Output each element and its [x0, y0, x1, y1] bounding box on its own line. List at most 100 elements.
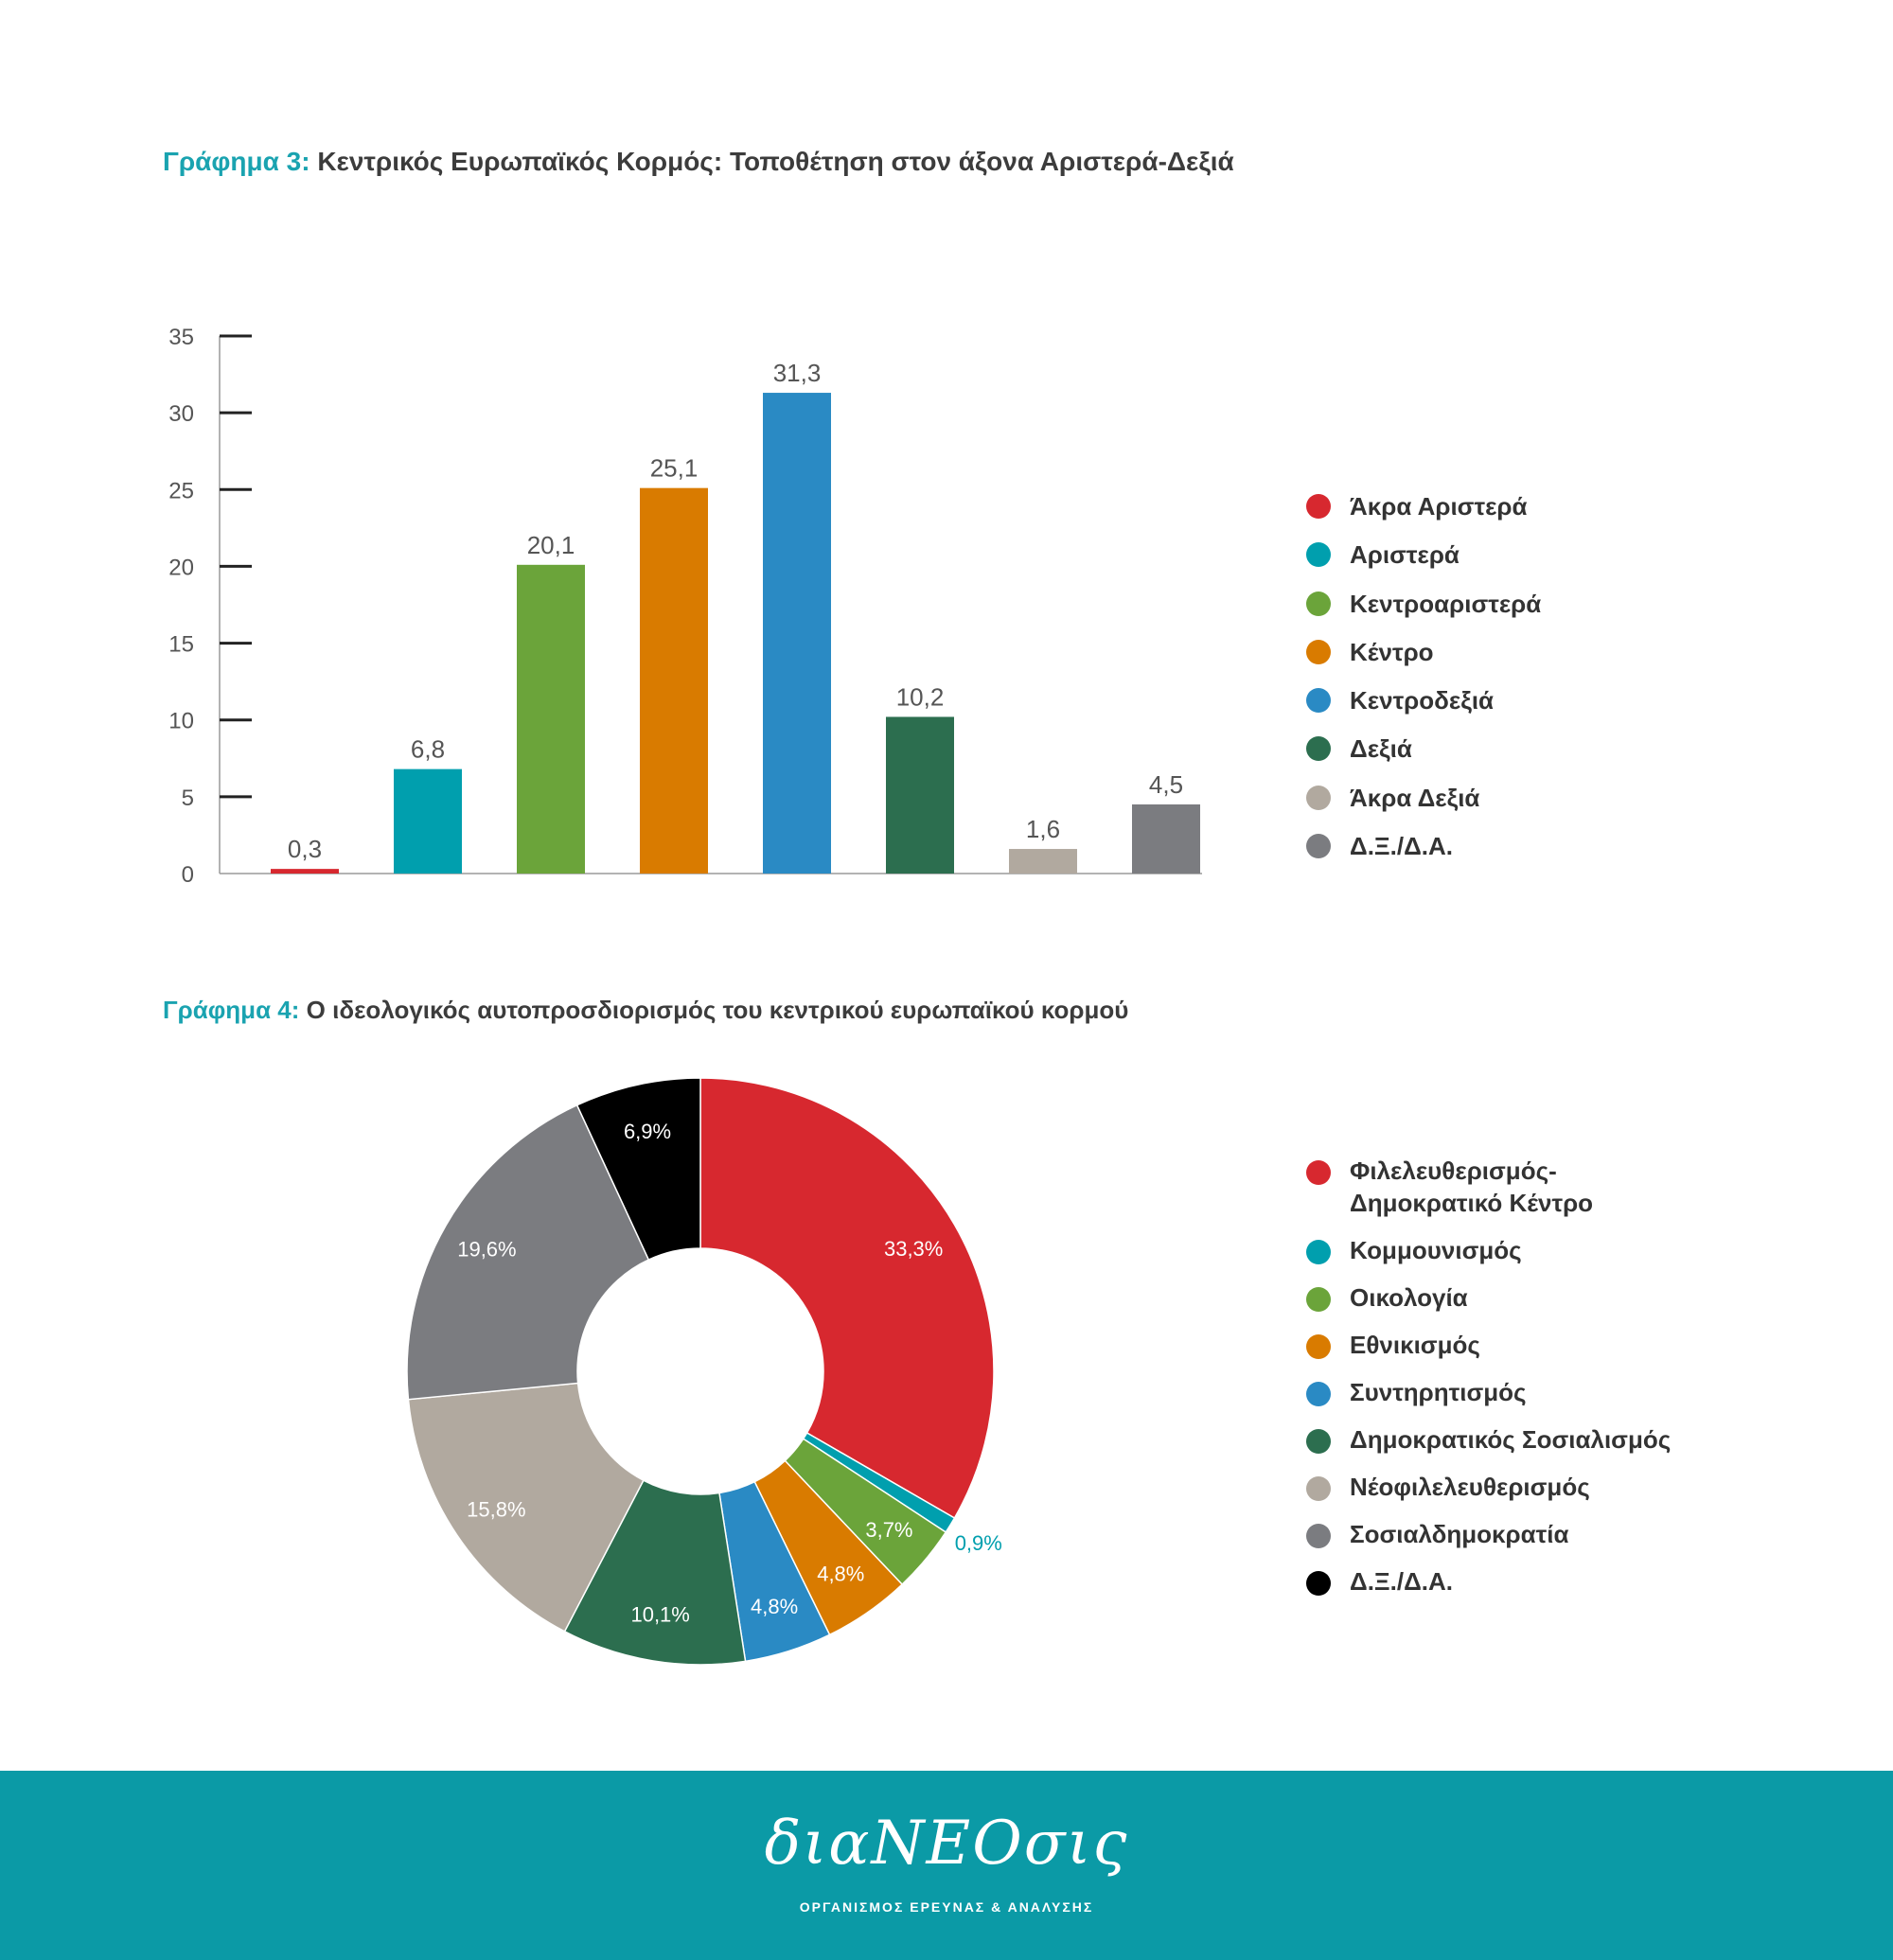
legend-item: Δημοκρατικός Σοσιαλισμός: [1306, 1423, 1671, 1456]
bar: [886, 716, 954, 874]
legend-item: Κέντρο: [1306, 634, 1541, 682]
legend-swatch: [1306, 834, 1331, 859]
bar-chart-legend: Άκρα Αριστερά Αριστερά Κεντροαριστερά Κέντρ…: [1306, 488, 1541, 876]
chart4-title-prefix: Γράφημα 4:: [163, 996, 300, 1024]
legend-swatch: [1306, 591, 1331, 616]
legend-label: Αριστερά: [1350, 540, 1460, 570]
legend-label: Εθνικισμός: [1350, 1331, 1480, 1359]
legend-label: Οικολογία: [1350, 1283, 1468, 1312]
legend-swatch: [1306, 1524, 1331, 1548]
legend-swatch: [1306, 1429, 1331, 1454]
bar-value-label: 25,1: [650, 454, 699, 483]
chart3-title-prefix: Γράφημα 3:: [163, 147, 310, 176]
legend-label: Κομμουνισμός: [1350, 1236, 1522, 1264]
y-tick-label: 5: [182, 786, 194, 811]
legend-swatch: [1306, 1334, 1331, 1359]
legend-swatch: [1306, 1571, 1331, 1596]
legend-label: Κεντροαριστερά: [1350, 589, 1542, 618]
slice-value-label: 0,9%: [955, 1531, 1002, 1555]
legend-item: Κομμουνισμός: [1306, 1234, 1671, 1266]
legend-item: Φιλελευθερισμός- Δημοκρατικό Κέντρο: [1306, 1155, 1671, 1219]
footer-bar: διαΝΕΟσις ΟΡΓΑΝΙΣΜΟΣ ΕΡΕΥΝΑΣ & ΑΝΑΛΥΣΗΣ: [0, 1771, 1893, 1960]
legend-swatch: [1306, 736, 1331, 762]
legend-label: Άκρα Δεξιά: [1350, 783, 1480, 812]
legend-swatch: [1306, 785, 1331, 810]
chart4-title: Γράφημα 4: Ο ιδεολογικός αυτοπροσδιορισμ…: [163, 996, 1128, 1025]
legend-item: Δ.Ξ./Δ.Α.: [1306, 1565, 1671, 1598]
bar-value-label: 1,6: [1026, 815, 1060, 843]
bar-value-label: 0,3: [288, 835, 322, 863]
chart3-title-text: Κεντρικός Ευρωπαϊκός Κορμός: Τοποθέτηση …: [317, 147, 1234, 176]
y-tick-label: 35: [168, 325, 194, 350]
legend-item: Δεξιά: [1306, 731, 1541, 779]
legend-label: Δημοκρατικός Σοσιαλισμός: [1350, 1425, 1672, 1454]
bar-value-label: 10,2: [896, 682, 945, 711]
donut-slice: [563, 1479, 747, 1666]
legend-swatch: [1306, 494, 1331, 519]
y-tick-label: 25: [168, 478, 194, 503]
legend-swatch: [1306, 1287, 1331, 1312]
bar: [517, 564, 585, 874]
legend-label: Δ.Ξ./Δ.Α.: [1350, 832, 1454, 861]
legend-label: Κεντροδεξιά: [1350, 686, 1495, 715]
slice-value-label: 19,6%: [457, 1238, 516, 1262]
slice-value-label: 33,3%: [884, 1237, 943, 1261]
bar: [640, 487, 708, 874]
donut-chart-legend: Φιλελευθερισμός- Δημοκρατικό Κέντρο Κομμο…: [1306, 1155, 1671, 1613]
bar: [394, 768, 462, 874]
bar-chart: 0 5 10 15 20 25 30 35 0,3 6,8 20,1 25,1 31,3 10,2 1,6 4…: [168, 325, 1202, 888]
legend-label: Συντηρητισμός: [1350, 1378, 1527, 1406]
legend-item: Δ.Ξ./Δ.Α.: [1306, 828, 1541, 876]
legend-item: Νέοφιλελευθερισμός: [1306, 1471, 1671, 1503]
bar-value-label: 4,5: [1149, 770, 1183, 799]
legend-swatch: [1306, 1382, 1331, 1406]
dianeosis-logo: διαΝΕΟσις: [764, 1809, 1129, 1879]
legend-label: Κέντρο: [1350, 637, 1434, 666]
slice-value-label: 4,8%: [751, 1595, 798, 1618]
legend-item: Εθνικισμός: [1306, 1329, 1671, 1361]
legend-item: Κεντροαριστερά: [1306, 586, 1541, 634]
bar-value-label: 31,3: [773, 359, 822, 387]
chart3-title: Γράφημα 3: Κεντρικός Ευρωπαϊκός Κορμός: …: [163, 147, 1234, 177]
donut-slice: [407, 1382, 645, 1633]
legend-label: Δεξιά: [1350, 734, 1412, 764]
donut-chart: 33,3%0,9%3,7%4,8%4,8%10,1%15,8%19,6%6,9%: [406, 1077, 1002, 1666]
y-tick-label: 10: [168, 709, 194, 734]
donut-slice: [699, 1077, 995, 1520]
slice-value-label: 4,8%: [817, 1563, 864, 1586]
legend-item: Άκρα Αριστερά: [1306, 488, 1541, 537]
donut-slice: [575, 1077, 701, 1262]
y-tick-label: 20: [168, 555, 194, 580]
legend-swatch: [1306, 1476, 1331, 1501]
legend-label: Φιλελευθερισμός- Δημοκρατικό Κέντρο: [1350, 1157, 1594, 1217]
bar-value-label: 20,1: [527, 531, 575, 559]
bar: [763, 393, 831, 874]
slice-value-label: 3,7%: [865, 1518, 912, 1542]
bar: [271, 869, 339, 874]
footer-tagline: ΟΡΓΑΝΙΣΜΟΣ ΕΡΕΥΝΑΣ & ΑΝΑΛΥΣΗΣ: [799, 1899, 1094, 1915]
legend-label: Δ.Ξ./Δ.Α.: [1350, 1567, 1454, 1596]
legend-swatch: [1306, 688, 1331, 714]
bar-value-label: 6,8: [411, 735, 445, 764]
y-tick-label: 15: [168, 632, 194, 658]
legend-swatch: [1306, 542, 1331, 568]
y-tick-label: 0: [182, 862, 194, 888]
legend-item: Αριστερά: [1306, 537, 1541, 585]
bar: [1009, 849, 1077, 874]
legend-item: Οικολογία: [1306, 1281, 1671, 1314]
chart4-title-text: Ο ιδεολογικός αυτοπροσδιορισμός του κεντ…: [306, 996, 1129, 1024]
legend-item: Κεντροδεξιά: [1306, 682, 1541, 731]
y-tick-label: 30: [168, 401, 194, 427]
legend-item: Σοσιαλδημοκρατία: [1306, 1518, 1671, 1550]
legend-label: Άκρα Αριστερά: [1350, 492, 1528, 521]
legend-swatch: [1306, 1240, 1331, 1264]
slice-value-label: 6,9%: [624, 1120, 671, 1143]
slice-value-label: 10,1%: [630, 1603, 689, 1627]
legend-item: Συντηρητισμός: [1306, 1376, 1671, 1408]
legend-swatch: [1306, 1160, 1331, 1185]
donut-slice: [406, 1104, 650, 1401]
legend-item: Άκρα Δεξιά: [1306, 780, 1541, 828]
legend-label: Σοσιαλδημοκρατία: [1350, 1520, 1569, 1548]
bar: [1132, 803, 1200, 874]
legend-label: Νέοφιλελευθερισμός: [1350, 1473, 1590, 1501]
